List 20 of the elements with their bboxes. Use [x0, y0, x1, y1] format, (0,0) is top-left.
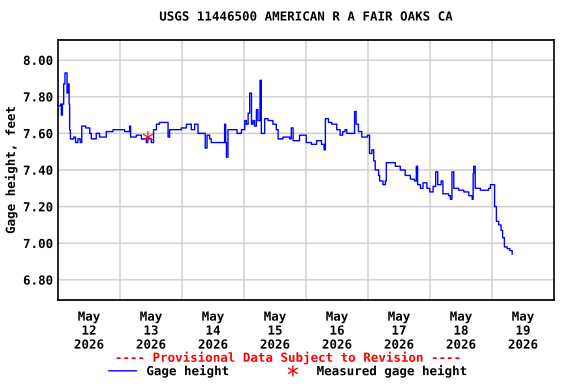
text: ---- Provisional Data Subject to Revision ---- [116, 352, 460, 364]
legend-label: Measured gage height [317, 364, 466, 378]
y-tick-label: 7.60 [24, 128, 52, 138]
x-tick-label: May 13 2026 [136, 311, 166, 349]
x-tick-label: May 16 2026 [322, 311, 352, 349]
y-tick-label: 7.00 [24, 238, 52, 248]
x-tick-label: May 17 2026 [384, 311, 414, 349]
y-tick-label: 7.80 [24, 92, 52, 102]
y-tick-label: 6.80 [24, 275, 52, 285]
x-tick-label: May 18 2026 [446, 311, 476, 349]
chart-title: USGS 11446500 AMERICAN R A FAIR OAKS CA [160, 11, 453, 21]
x-tick-label: May 19 2026 [508, 311, 538, 349]
x-tick-label: May 15 2026 [260, 311, 290, 349]
y-tick-label: 7.40 [24, 165, 52, 175]
y-tick-label: 8.00 [24, 56, 52, 66]
x-tick-label: May 14 2026 [198, 311, 228, 349]
y-axis-title: Gage height, feet [4, 107, 18, 234]
y-tick-label: 7.20 [24, 202, 52, 212]
legend-label: Gage height [147, 364, 228, 378]
x-tick-label: May 12 2026 [74, 311, 104, 349]
